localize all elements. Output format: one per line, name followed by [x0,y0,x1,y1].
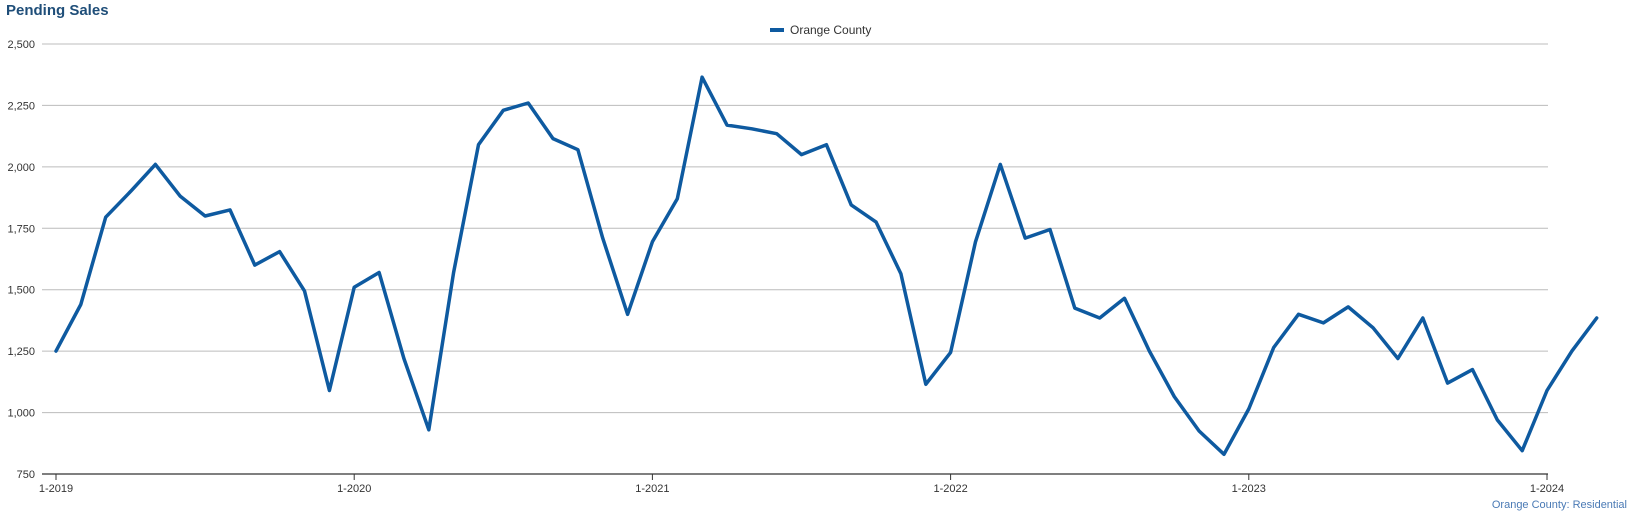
x-tick-label: 1-2023 [1232,483,1266,495]
y-tick-label: 1,500 [7,285,35,297]
footer-note: Orange County: Residential [1491,499,1627,511]
x-tick-label: 1-2022 [933,483,967,495]
y-tick-label: 1,750 [7,223,35,235]
legend-label: Orange County [790,23,871,37]
x-tick-label: 1-2021 [635,483,669,495]
legend: Orange County [770,23,871,37]
y-tick-label: 1,250 [7,346,35,358]
y-axis-labels: 750 1,000 1,250 1,500 1,750 2,000 2,250 2,500 [7,39,35,481]
x-tick-label: 1-2024 [1530,483,1564,495]
series-layer [54,75,1599,457]
x-tick-label: 1-2019 [39,483,73,495]
y-tick-label: 750 [17,469,35,481]
x-axis: 1-2019 1-2020 1-2021 1-2022 1-2023 1-2024 [39,474,1564,495]
y-tick-label: 1,000 [7,408,35,420]
x-tick-label: 1-2020 [337,483,371,495]
y-tick-label: 2,250 [7,100,35,112]
y-tick-label: 2,000 [7,162,35,174]
chart-title: Pending Sales [6,2,109,19]
y-tick-label: 2,500 [7,39,35,51]
series-line-orange-county [54,75,1599,457]
grid-lines [42,43,1548,475]
